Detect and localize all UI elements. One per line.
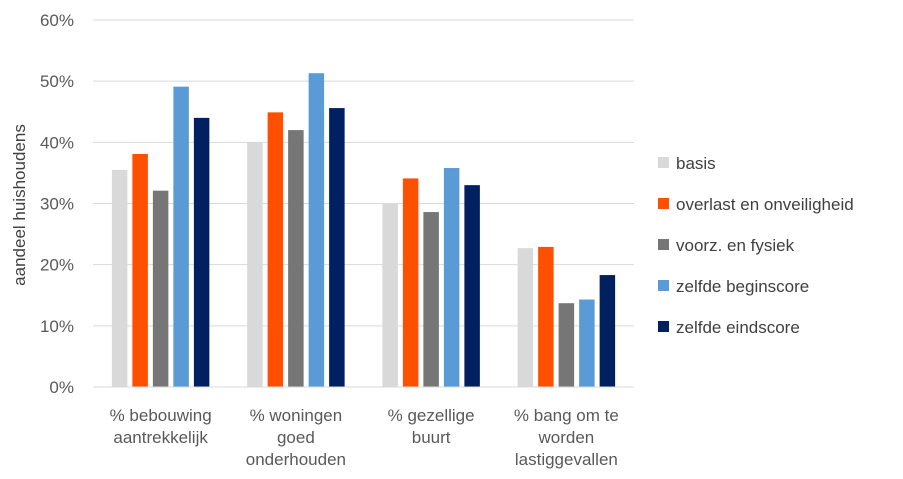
bar [267,112,284,387]
legend-swatch [658,157,669,168]
legend-swatch [658,198,669,209]
y-axis-label: aandeel huishoudens [10,124,29,286]
legend-swatch [658,280,669,291]
bar [517,248,534,387]
legend-label: overlast en onveiligheid [676,195,854,214]
x-tick-label: % woningen goed onderhouden [246,406,346,469]
y-tick-label: 0% [49,378,74,397]
bar [382,203,398,387]
bar [599,275,616,387]
bar [288,130,304,387]
y-tick-label: 30% [40,195,74,214]
legend-label: zelfde beginscore [676,277,809,296]
bar [443,168,460,387]
bar [132,153,148,387]
bar [308,73,325,387]
legend-swatch [658,321,669,332]
x-tick-label: % bebouwing aantrekkelijk [110,406,212,447]
legend-swatch [658,239,669,250]
legend-label: zelfde eindscore [676,318,800,337]
legend-label: voorz. en fysiek [676,236,795,255]
x-tick-label: % bang om te worden lastiggevallen [514,406,619,469]
bar [111,169,128,387]
bar [152,190,169,387]
x-axis-ticks: % bebouwing aantrekkelijk % woningen goed on… [110,406,619,469]
bar [247,142,263,387]
legend-label: basis [676,154,716,173]
y-tick-label: 60% [40,11,74,30]
y-tick-label: 40% [40,133,74,152]
bar [329,108,345,387]
bar [193,117,210,387]
y-tick-label: 50% [40,72,74,91]
bar [558,303,575,387]
bar [423,212,439,387]
legend: basis overlast en onveiligheid voorz. en f… [658,154,854,337]
x-tick-label: % gezellige buurt [388,406,475,447]
bar [538,246,554,387]
bar [464,185,480,387]
y-tick-label: 20% [40,256,74,275]
bar [579,299,595,387]
bars [111,73,616,388]
bar [402,178,419,387]
y-tick-label: 10% [40,317,74,336]
y-axis-ticks: 0% 10% 20% 30% 40% 50% 60% [40,11,74,397]
bar [173,86,189,388]
